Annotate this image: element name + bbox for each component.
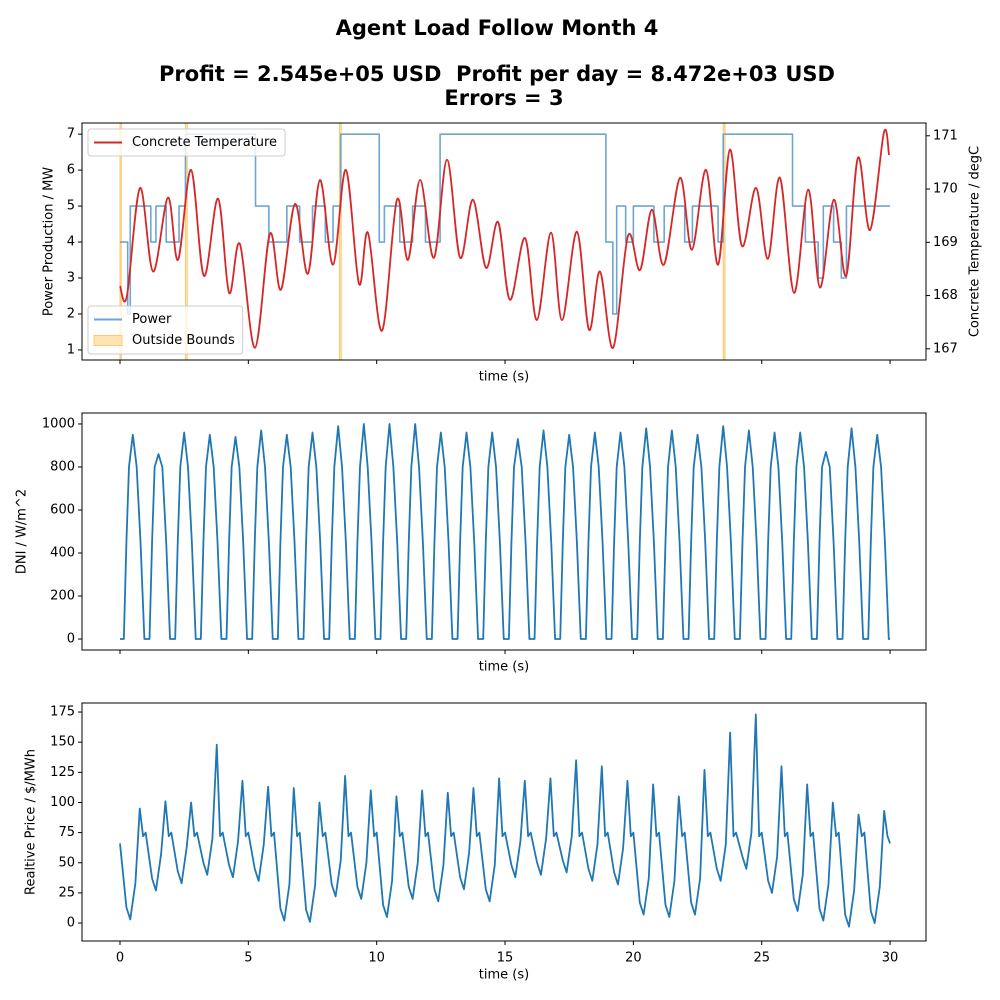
y-tick-label: 400 xyxy=(50,546,75,561)
y-tick-label: 800 xyxy=(50,459,75,474)
plot-area xyxy=(119,423,891,640)
x-axis-label: time (s) xyxy=(479,370,529,385)
y-tick-label: 75 xyxy=(58,825,75,840)
bounds-span xyxy=(184,123,188,360)
y2-tick-label: 169 xyxy=(933,235,958,250)
x-tick-label: 15 xyxy=(497,951,514,966)
x-axis-label: time (s) xyxy=(479,968,529,983)
x-axis-label: time (s) xyxy=(479,660,529,675)
y-tick-label: 200 xyxy=(50,589,75,604)
legend-label: Concrete Temperature xyxy=(132,135,277,150)
legend: Power Outside Bounds xyxy=(87,305,244,355)
figure-title: Agent Load Follow Month 4 xyxy=(336,16,659,40)
legend-box xyxy=(87,128,286,157)
x-tick-label: 0 xyxy=(116,951,124,966)
figure-subtitle: Errors = 3 xyxy=(444,86,563,110)
y-tick-label: 2 xyxy=(67,306,75,321)
y-axis-label: Power Production / MW xyxy=(42,167,57,316)
legend-box xyxy=(87,305,244,355)
figure-subtitle: Profit = 2.545e+05 USD Profit per day = … xyxy=(159,62,835,86)
y2-tick-label: 167 xyxy=(933,341,958,356)
y-tick-label: 0 xyxy=(67,632,75,647)
y-tick-label: 3 xyxy=(67,271,75,286)
data-line xyxy=(119,133,891,315)
axes-frame xyxy=(81,122,927,361)
y-tick-label: 0 xyxy=(67,916,75,931)
y-tick-label: 1000 xyxy=(42,416,75,431)
y-tick-label: 25 xyxy=(58,885,75,900)
x-tick-label: 5 xyxy=(244,951,252,966)
x-tick-label: 25 xyxy=(753,951,770,966)
y-tick-label: 4 xyxy=(67,235,75,250)
y-axis-label: Realtive Price / $/MWh xyxy=(24,749,39,895)
y-tick-label: 7 xyxy=(67,127,75,142)
axes-frame xyxy=(81,412,927,651)
y-axis-label: DNI / W/m^2 xyxy=(15,489,30,574)
legend-label: Power xyxy=(132,312,172,327)
bounds-span xyxy=(338,123,342,360)
y2-tick-label: 168 xyxy=(933,288,958,303)
axes-frame xyxy=(81,702,927,942)
y-tick-label: 6 xyxy=(67,163,75,178)
plot-area xyxy=(119,123,891,360)
data-line xyxy=(119,713,891,928)
data-line xyxy=(119,423,891,640)
y-tick-label: 150 xyxy=(50,735,75,750)
y-tick-label: 125 xyxy=(50,765,75,780)
data-line xyxy=(119,128,890,349)
y-tick-label: 5 xyxy=(67,199,75,214)
plot-area xyxy=(119,713,891,928)
x-tick-label: 10 xyxy=(368,951,385,966)
y-tick-label: 600 xyxy=(50,502,75,517)
y-tick-label: 100 xyxy=(50,795,75,810)
legend-label: Outside Bounds xyxy=(132,333,235,348)
legend: Concrete Temperature xyxy=(87,128,286,157)
y2-axis-label: Concrete Temperature / degC xyxy=(968,146,983,337)
x-tick-label: 20 xyxy=(625,951,642,966)
y-tick-label: 175 xyxy=(50,705,75,720)
y2-tick-label: 171 xyxy=(933,128,958,143)
legend-swatch xyxy=(93,335,123,346)
y-tick-label: 1 xyxy=(67,342,75,357)
y-tick-label: 50 xyxy=(58,855,75,870)
x-tick-label: 30 xyxy=(882,951,899,966)
y2-tick-label: 170 xyxy=(933,182,958,197)
